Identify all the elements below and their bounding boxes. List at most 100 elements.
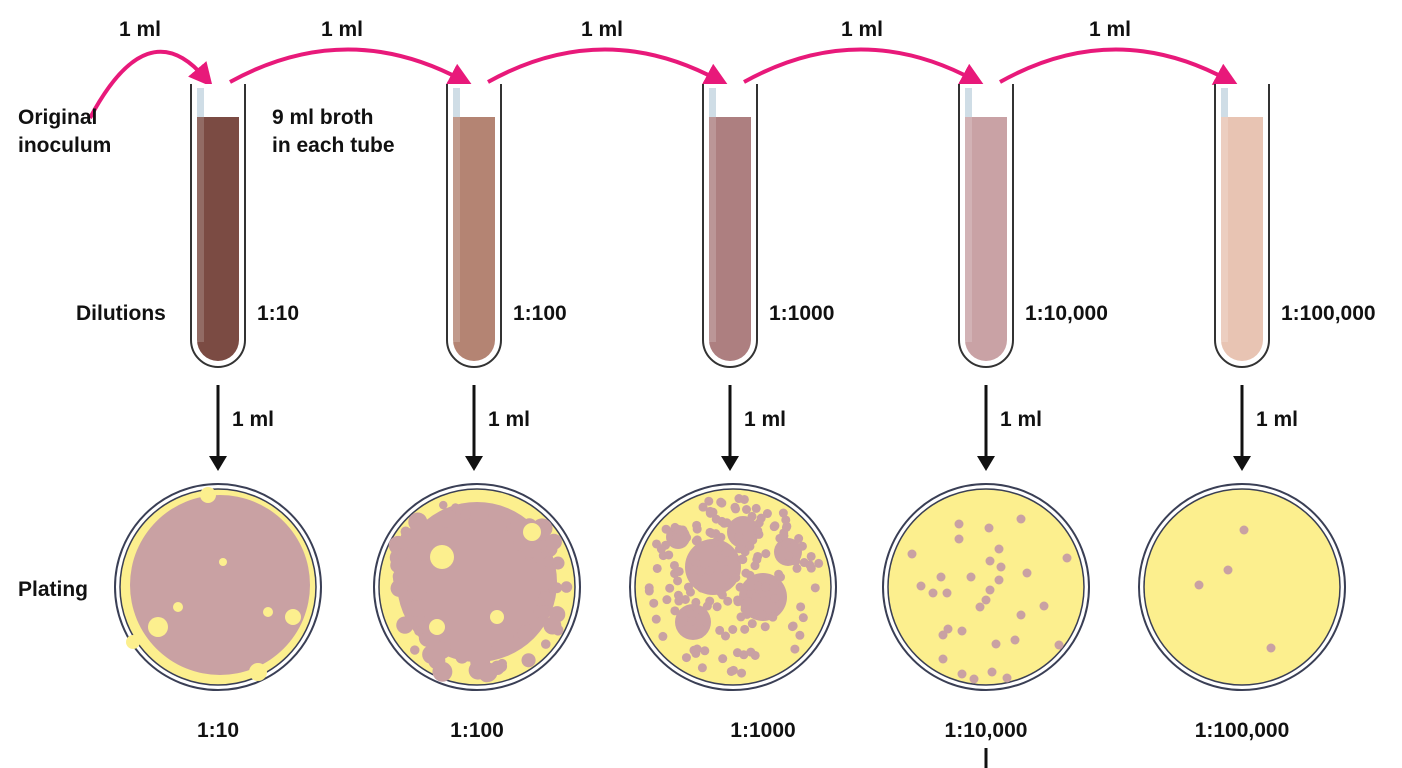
colony [521, 653, 536, 668]
colony [740, 599, 750, 609]
colony [455, 650, 469, 664]
colony [390, 579, 408, 597]
colonies [907, 514, 1072, 684]
colony [720, 574, 730, 584]
colony [672, 533, 682, 543]
colony [439, 500, 448, 510]
colony [560, 581, 573, 593]
petri-plate: 1:10 [114, 483, 322, 742]
petri-plate: 1:100 [373, 483, 581, 742]
petri-plate: 1:10,000 [882, 483, 1090, 742]
colony [741, 568, 751, 578]
tube-broth [453, 117, 495, 361]
colony [994, 575, 1004, 585]
colony [740, 624, 750, 634]
colony [712, 602, 722, 612]
transfer-volume-label: 1 ml [321, 18, 363, 41]
colony [734, 494, 744, 504]
colony [690, 565, 700, 575]
colony [1022, 568, 1032, 578]
colony [770, 521, 780, 531]
colony [517, 625, 533, 641]
tube-dilution-label: 1:100,000 [1281, 302, 1376, 325]
colony [678, 617, 688, 627]
colony [400, 526, 411, 537]
colony [907, 549, 917, 559]
colony [691, 597, 701, 607]
colony [736, 612, 746, 622]
colony [715, 587, 725, 597]
plate-dilution-label: 1:100,000 [1195, 719, 1290, 742]
colony [460, 509, 471, 520]
colony [662, 595, 672, 605]
plate-agar [634, 488, 832, 686]
colony [1016, 610, 1026, 620]
colony [748, 535, 758, 545]
colony [722, 518, 732, 528]
transfer-arrow [743, 47, 985, 86]
colony [644, 586, 654, 596]
colony [698, 502, 708, 512]
colony [794, 534, 804, 544]
colony [969, 674, 979, 684]
plating-volume-label: 1 ml [232, 408, 274, 431]
colony [691, 536, 701, 546]
broth-note-line2: in each tube [272, 134, 395, 157]
colony [991, 639, 1001, 649]
plate-dilution-label: 1:1000 [730, 719, 795, 742]
transfer-arrows: 1 ml 1 ml 1 ml 1 ml 1 ml [88, 18, 1239, 119]
colony [700, 646, 710, 656]
tube-broth [1221, 117, 1263, 361]
colony [720, 631, 730, 641]
colony [649, 598, 659, 608]
colony [730, 502, 740, 512]
colony [396, 548, 408, 561]
colony [814, 558, 824, 568]
tube-dilution-label: 1:100 [513, 302, 567, 325]
colony [726, 666, 736, 676]
test-tube: 1:1000 1 ml [702, 84, 834, 471]
colony [1062, 553, 1072, 563]
colony [761, 549, 771, 559]
colony [551, 582, 563, 594]
colony [745, 581, 755, 591]
colony [928, 588, 938, 598]
colony [775, 572, 785, 582]
colony [1194, 580, 1204, 590]
colony [757, 610, 767, 620]
colony [715, 553, 725, 563]
transfer-arrow [487, 47, 729, 86]
colony [985, 556, 995, 566]
tube-glare [1221, 88, 1228, 117]
petri-plate: 1:1000 [629, 483, 837, 742]
tube-dilution-label: 1:10,000 [1025, 302, 1108, 325]
plating-label: Plating [18, 578, 88, 601]
tube-dilution-label: 1:10 [257, 302, 299, 325]
tube-glare [965, 88, 972, 117]
colony [527, 562, 545, 581]
colony [432, 661, 453, 682]
colony [747, 619, 757, 629]
colony [916, 581, 926, 591]
colony [781, 515, 791, 525]
colony [1002, 673, 1012, 683]
colony [752, 555, 762, 565]
colony [652, 539, 662, 549]
colony [492, 520, 507, 535]
colony [799, 558, 809, 568]
plating-volume-label: 1 ml [744, 408, 786, 431]
plate-dilution-label: 1:10,000 [945, 719, 1028, 742]
colony [543, 616, 562, 635]
colony [762, 509, 772, 519]
colony [938, 630, 948, 640]
colony [769, 580, 779, 590]
colony [795, 630, 805, 640]
colony [942, 588, 952, 598]
colony [994, 544, 1004, 554]
transfer-volume-label: 1 ml [581, 18, 623, 41]
colony [1054, 640, 1064, 650]
colony [981, 595, 991, 605]
colony [414, 626, 423, 636]
